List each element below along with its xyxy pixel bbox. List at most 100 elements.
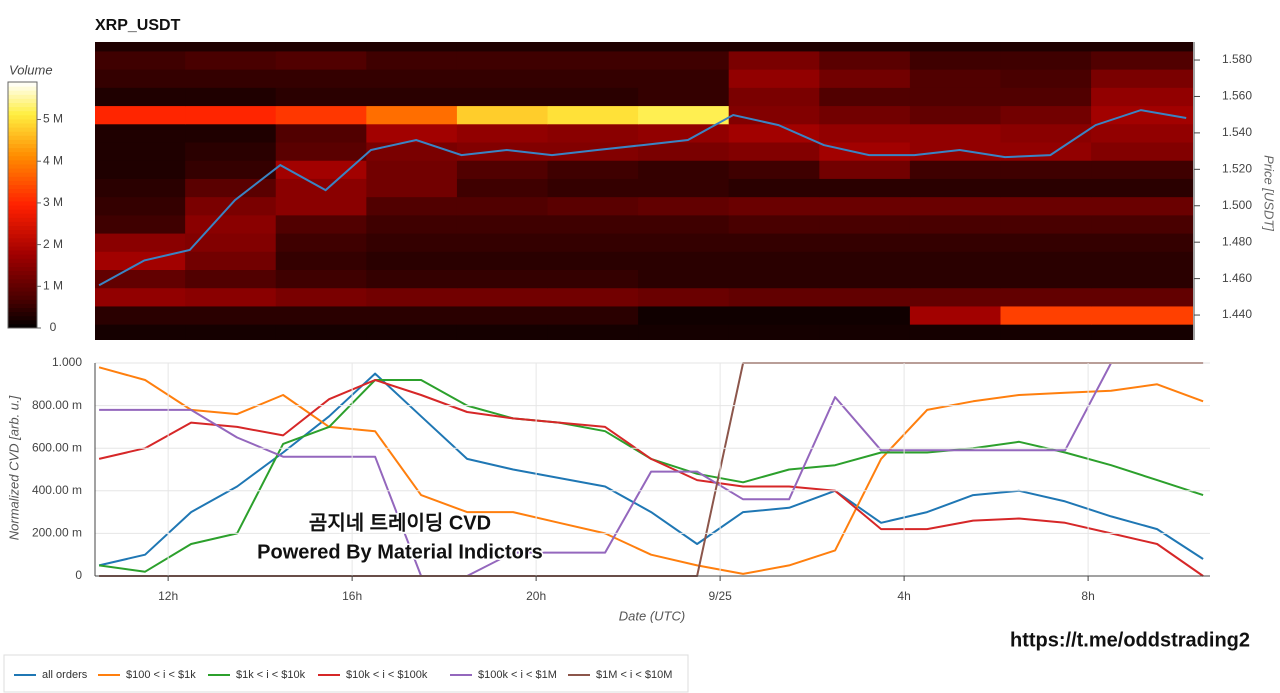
heatmap-cell bbox=[638, 196, 730, 216]
heatmap-cell bbox=[638, 69, 730, 88]
heatmap-cell bbox=[728, 251, 820, 271]
heatmap-cell bbox=[1091, 287, 1193, 307]
x-tick-label: 20h bbox=[526, 589, 546, 603]
heatmap-cell bbox=[366, 87, 458, 107]
colorbar-segment bbox=[8, 319, 37, 325]
colorbar-segment bbox=[8, 299, 37, 304]
heatmap-cell bbox=[819, 105, 911, 125]
x-tick-label: 12h bbox=[158, 589, 178, 603]
heatmap-cell bbox=[366, 50, 458, 70]
heatmap-cell bbox=[1091, 269, 1193, 289]
heatmap-cell bbox=[456, 69, 549, 88]
heatmap-cell bbox=[909, 305, 1001, 325]
heatmap-cell bbox=[456, 42, 549, 52]
colorbar-segment bbox=[8, 127, 37, 132]
heatmap-cell bbox=[547, 305, 639, 325]
colorbar-segment bbox=[8, 246, 37, 251]
heatmap-cell bbox=[547, 287, 639, 307]
heatmap-cell bbox=[185, 69, 277, 88]
heatmap-cell bbox=[366, 69, 458, 88]
heatmap-cell bbox=[1091, 324, 1193, 340]
y-tick-label: 1.560 bbox=[1222, 89, 1252, 103]
heatmap-cell bbox=[185, 214, 277, 234]
heatmap-cell bbox=[819, 142, 911, 161]
heatmap-cell bbox=[456, 251, 549, 271]
colorbar-segment bbox=[8, 233, 37, 239]
heatmap-cell bbox=[366, 160, 458, 179]
heatmap-cell bbox=[728, 233, 820, 252]
heatmap-cell bbox=[1000, 178, 1092, 198]
legend-label: $1M < i < $10M bbox=[596, 669, 672, 681]
colorbar-segment bbox=[8, 307, 37, 313]
heatmap-cell bbox=[95, 214, 186, 234]
x-tick-label: 9/25 bbox=[708, 589, 732, 603]
colorbar-segment bbox=[8, 131, 37, 136]
heatmap-cell bbox=[1091, 251, 1193, 271]
heatmap-cell bbox=[547, 178, 639, 198]
heatmap-cell bbox=[95, 87, 186, 107]
heatmap-cell bbox=[1000, 105, 1092, 125]
heatmap-cell bbox=[638, 214, 730, 234]
heatmap-cell bbox=[909, 123, 1001, 143]
heatmap-cell bbox=[366, 324, 458, 340]
heatmap-cell bbox=[185, 142, 277, 161]
colorbar-segment bbox=[8, 270, 37, 276]
heatmap-cell bbox=[95, 50, 186, 70]
heatmap-cell bbox=[909, 287, 1001, 307]
heatmap-cell bbox=[1000, 142, 1092, 161]
heatmap-cell bbox=[728, 160, 820, 179]
colorbar-segment bbox=[8, 311, 37, 317]
heatmap-cell bbox=[1091, 42, 1193, 52]
chart-title: XRP_USDT bbox=[95, 17, 181, 34]
heatmap-cell bbox=[638, 42, 730, 52]
colorbar-segment bbox=[8, 262, 37, 267]
heatmap-cell bbox=[728, 287, 820, 307]
heatmap-cell bbox=[638, 50, 730, 70]
heatmap-cell bbox=[819, 251, 911, 271]
heatmap-cell bbox=[547, 233, 639, 252]
heatmap-cell bbox=[185, 160, 277, 179]
heatmap-cell bbox=[1091, 69, 1193, 88]
heatmap-cell bbox=[456, 105, 549, 125]
heatmap-cell bbox=[1000, 123, 1092, 143]
x-axis-title: Date (UTC) bbox=[619, 608, 685, 623]
heatmap-cell bbox=[547, 105, 639, 125]
heatmap-cell bbox=[95, 287, 186, 307]
heatmap-cell bbox=[728, 196, 820, 216]
y-axis-title: Normalized CVD [arb. u.] bbox=[6, 395, 21, 540]
heatmap-cell bbox=[547, 269, 639, 289]
heatmap-cell bbox=[275, 233, 367, 252]
heatmap-cell bbox=[819, 214, 911, 234]
heatmap-cell bbox=[1000, 196, 1092, 216]
heatmap-cell bbox=[638, 160, 730, 179]
x-tick-label: 16h bbox=[342, 589, 362, 603]
heatmap-cell bbox=[909, 178, 1001, 198]
heatmap-cell bbox=[95, 142, 186, 161]
legend-label: $10k < i < $100k bbox=[346, 669, 428, 681]
heatmap-cell bbox=[638, 105, 730, 125]
colorbar-segment bbox=[8, 213, 37, 218]
y-tick-label: 1.580 bbox=[1222, 52, 1252, 66]
heatmap-cell bbox=[95, 324, 186, 340]
heatmap-cell bbox=[185, 324, 277, 340]
colorbar-segment bbox=[8, 123, 37, 128]
heatmap-cell bbox=[547, 50, 639, 70]
y-tick-label: 800.00 m bbox=[32, 398, 82, 412]
cvd-line bbox=[98, 366, 1204, 575]
heatmap-cell bbox=[638, 123, 730, 143]
y-tick-label: 400.00 m bbox=[32, 483, 82, 497]
colorbar-segment bbox=[8, 291, 37, 296]
heatmap-cell bbox=[638, 233, 730, 252]
link-text: https://t.me/oddstrading2 bbox=[1010, 629, 1250, 651]
colorbar-segment bbox=[8, 168, 37, 173]
colorbar-segment bbox=[8, 241, 37, 247]
heatmap-cell bbox=[638, 287, 730, 307]
heatmap-cell bbox=[366, 251, 458, 271]
heatmap-cell bbox=[456, 87, 549, 107]
legend-label: $100k < i < $1M bbox=[478, 669, 557, 681]
colorbar-segment bbox=[8, 266, 37, 272]
colorbar-segment bbox=[8, 188, 37, 194]
overlay: 1.440 1.460 1.480 1.500 1.520 1.540 1.560 1.580… bbox=[7, 42, 1252, 603]
heatmap-cell bbox=[1000, 305, 1092, 325]
